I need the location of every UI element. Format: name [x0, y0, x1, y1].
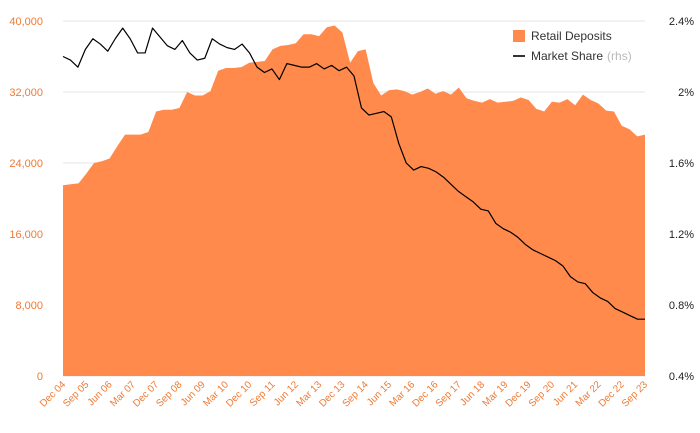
right-axis: 0.4% 0.8% 1.2% 1.6% 2% 2.4%: [669, 16, 694, 383]
right-axis-tick-label: 1.6%: [669, 158, 694, 170]
right-axis-tick-label: 0.4%: [669, 371, 694, 383]
left-axis-tick-label: 32,000: [9, 87, 43, 99]
legend: Retail Deposits Market Share (rhs): [513, 29, 632, 63]
left-axis-tick-label: 40,000: [9, 16, 43, 28]
market-share-line-layer: [62, 27, 645, 320]
retail-deposits-area-layer: [63, 25, 645, 376]
left-axis-tick-label: 0: [37, 371, 43, 383]
right-axis-tick-label: 2.4%: [669, 16, 694, 28]
x-axis-tick-label: Sep 11: [248, 379, 278, 409]
legend-label-market-share: Market Share (rhs): [531, 49, 632, 63]
legend-swatch-retail-deposits: [513, 30, 525, 42]
x-axis-tick-label: Sep 08: [154, 379, 184, 409]
x-axis-tick-label: Sep 14: [341, 379, 371, 409]
x-axis-tick-label: Dec 10: [224, 379, 254, 409]
left-axis: 0 8,000 16,000 24,000 32,000 40,000: [9, 16, 43, 383]
market-share-line: [62, 27, 645, 320]
right-axis-tick-label: 1.2%: [669, 229, 694, 241]
retail-deposits-area: [63, 25, 645, 376]
legend-label-retail-deposits: Retail Deposits: [531, 29, 612, 43]
left-axis-tick-label: 8,000: [15, 300, 43, 312]
left-axis-tick-label: 16,000: [9, 229, 43, 241]
x-axis-tick-label: Sep 20: [527, 379, 557, 409]
right-axis-tick-label: 2%: [678, 87, 694, 99]
right-axis-tick-label: 0.8%: [669, 300, 694, 312]
left-axis-tick-label: 24,000: [9, 158, 43, 170]
x-axis-tick-label: Sep 23: [620, 379, 650, 409]
x-axis-tick-label: Sep 05: [61, 379, 91, 409]
x-axis-tick-label: Sep 17: [434, 379, 464, 409]
